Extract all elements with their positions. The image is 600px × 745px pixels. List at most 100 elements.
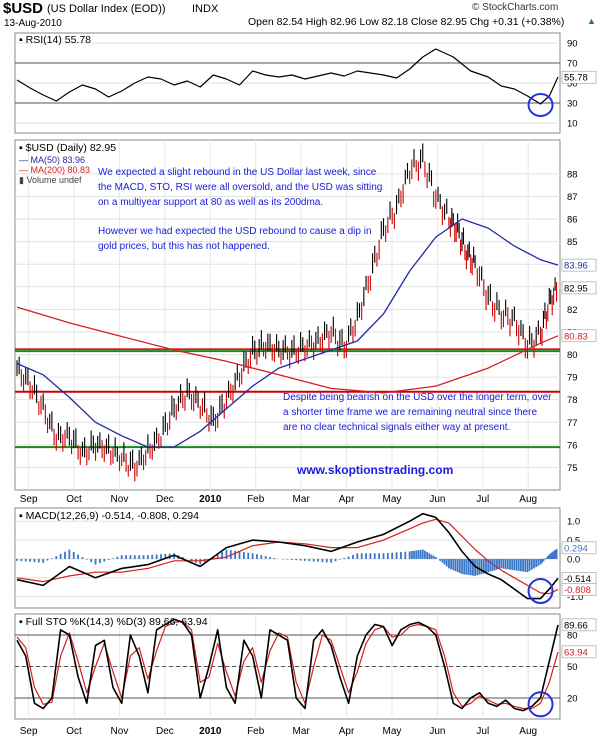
- macd-histogram-bar: [365, 553, 367, 559]
- macd-histogram-bar: [251, 553, 254, 559]
- macd-histogram-bar: [260, 555, 263, 559]
- rsi-tick-label: 30: [567, 99, 578, 110]
- sto-x-label: Apr: [339, 726, 355, 737]
- macd-histogram-bar: [16, 558, 18, 561]
- macd-histogram-bar: [522, 558, 524, 572]
- macd-histogram-bar: [448, 558, 450, 569]
- price-title: ▪ $USD (Daily) 82.95: [19, 142, 116, 154]
- macd-histogram-bar: [511, 558, 514, 570]
- macd-histogram-bar: [382, 553, 385, 559]
- sto-tick-label: 20: [567, 694, 578, 705]
- price-x-label: Jul: [476, 494, 489, 505]
- macd-histogram-bar: [369, 553, 372, 559]
- sto-highlight-circle: [527, 691, 554, 718]
- sto-title: ▪ Full STO %K(14,3) %D(3) 89.66, 63.94: [19, 616, 208, 628]
- macd-histogram-bar: [55, 556, 58, 559]
- macd-histogram-bar: [72, 552, 75, 559]
- rsi-tick-label: 70: [567, 59, 578, 70]
- sto-tick-label: 50: [567, 662, 578, 673]
- macd-histogram-bar: [551, 552, 554, 559]
- macd-histogram-bar: [347, 556, 350, 559]
- macd-histogram-bar: [190, 558, 193, 561]
- price-x-label: Sep: [20, 494, 38, 505]
- macd-histogram-bar: [458, 558, 461, 574]
- index-name: (US Dollar Index (EOD)): [47, 3, 166, 15]
- macd-histogram-bar: [513, 558, 516, 571]
- macd-histogram-bar: [234, 550, 237, 559]
- ma200-value-label: 80.83: [564, 331, 588, 342]
- macd-histogram-bar: [269, 557, 271, 559]
- rsi-highlight-circle: [527, 93, 554, 117]
- price-tick-label: 88: [567, 169, 578, 180]
- macd-histogram-bar: [546, 556, 549, 559]
- macd-histogram-bar: [225, 549, 228, 559]
- macd-histogram-bar: [238, 551, 241, 559]
- macd-histogram-bar: [142, 555, 145, 559]
- sto-x-label: Jul: [476, 726, 489, 737]
- ma50-line: [16, 218, 559, 448]
- macd-histogram-bar: [528, 558, 531, 571]
- macd-histogram-bar: [138, 555, 141, 559]
- macd-highlight-circle: [527, 578, 554, 605]
- macd-histogram-bar: [410, 551, 413, 559]
- macd-histogram-bar: [434, 557, 437, 559]
- macd-histogram-bar: [247, 552, 250, 559]
- macd-histogram-bar: [146, 555, 149, 559]
- macd-signal-value-label: -0.808: [564, 585, 591, 596]
- macd-histogram-bar: [421, 549, 424, 559]
- macd-histogram-bar: [321, 558, 324, 563]
- macd-tick-label: 0.0: [567, 554, 580, 565]
- macd-histogram-bar: [37, 558, 40, 563]
- macd-histogram-bar: [439, 558, 442, 561]
- macd-histogram-bar: [430, 554, 433, 559]
- sto-x-label: 2010: [199, 726, 222, 737]
- macd-histogram-bar: [107, 558, 110, 560]
- price-x-label: Feb: [247, 494, 265, 505]
- macd-histogram-bar: [428, 553, 431, 559]
- macd-histogram-bar: [68, 549, 71, 559]
- sto-k-value-label: 89.66: [564, 620, 588, 631]
- macd-histogram-bar: [515, 558, 518, 571]
- macd-histogram-bar: [502, 558, 505, 569]
- macd-tick-label: -1.0: [567, 592, 583, 603]
- macd-histogram-bar: [469, 558, 472, 576]
- price-tick-label: 86: [567, 215, 578, 226]
- annotation-note3-line: are no clear technical signals either wa…: [283, 422, 510, 433]
- macd-histogram-bar: [199, 558, 202, 565]
- macd-histogram-bar: [524, 558, 527, 572]
- sto-tick-label: 80: [567, 631, 578, 642]
- macd-histogram-bar: [487, 558, 490, 573]
- macd-histogram-bar: [386, 552, 389, 559]
- macd-histogram-bar: [517, 558, 520, 571]
- macd-histogram-bar: [530, 558, 533, 570]
- price-tick-label: 85: [567, 237, 578, 248]
- macd-histogram-bar: [489, 558, 492, 572]
- sto-k-line: [16, 618, 559, 712]
- macd-histogram-bar: [155, 554, 158, 559]
- legend-volume: ▮ Volume undef: [19, 175, 82, 185]
- price-panel-frame: [14, 139, 561, 491]
- macd-histogram-bar: [554, 550, 556, 559]
- macd-value-label: -0.514: [564, 574, 591, 585]
- macd-histogram-bar: [467, 558, 470, 575]
- macd-histogram-bar: [533, 558, 535, 569]
- macd-histogram-bar: [317, 558, 319, 562]
- macd-histogram-bar: [426, 552, 429, 559]
- macd-histogram-bar: [286, 558, 289, 560]
- exchange-label: INDX: [192, 3, 219, 15]
- sto-x-label: Mar: [293, 726, 311, 737]
- macd-histogram-bar: [338, 558, 341, 560]
- ma50-value-label-box: [561, 258, 597, 272]
- macd-histogram-bar: [133, 555, 136, 559]
- ma200-line: [16, 306, 559, 394]
- ma200-value-label-box: [561, 329, 597, 343]
- copyright-label: © StockCharts.com: [472, 2, 559, 13]
- macd-histogram-bar: [454, 558, 457, 572]
- price-x-label: Jun: [429, 494, 445, 505]
- macd-histogram-bar: [264, 556, 267, 559]
- macd-histogram-bar: [452, 558, 455, 571]
- macd-histogram-bar: [504, 558, 507, 570]
- macd-histogram-bar: [480, 558, 483, 575]
- macd-histogram-bar: [290, 558, 293, 560]
